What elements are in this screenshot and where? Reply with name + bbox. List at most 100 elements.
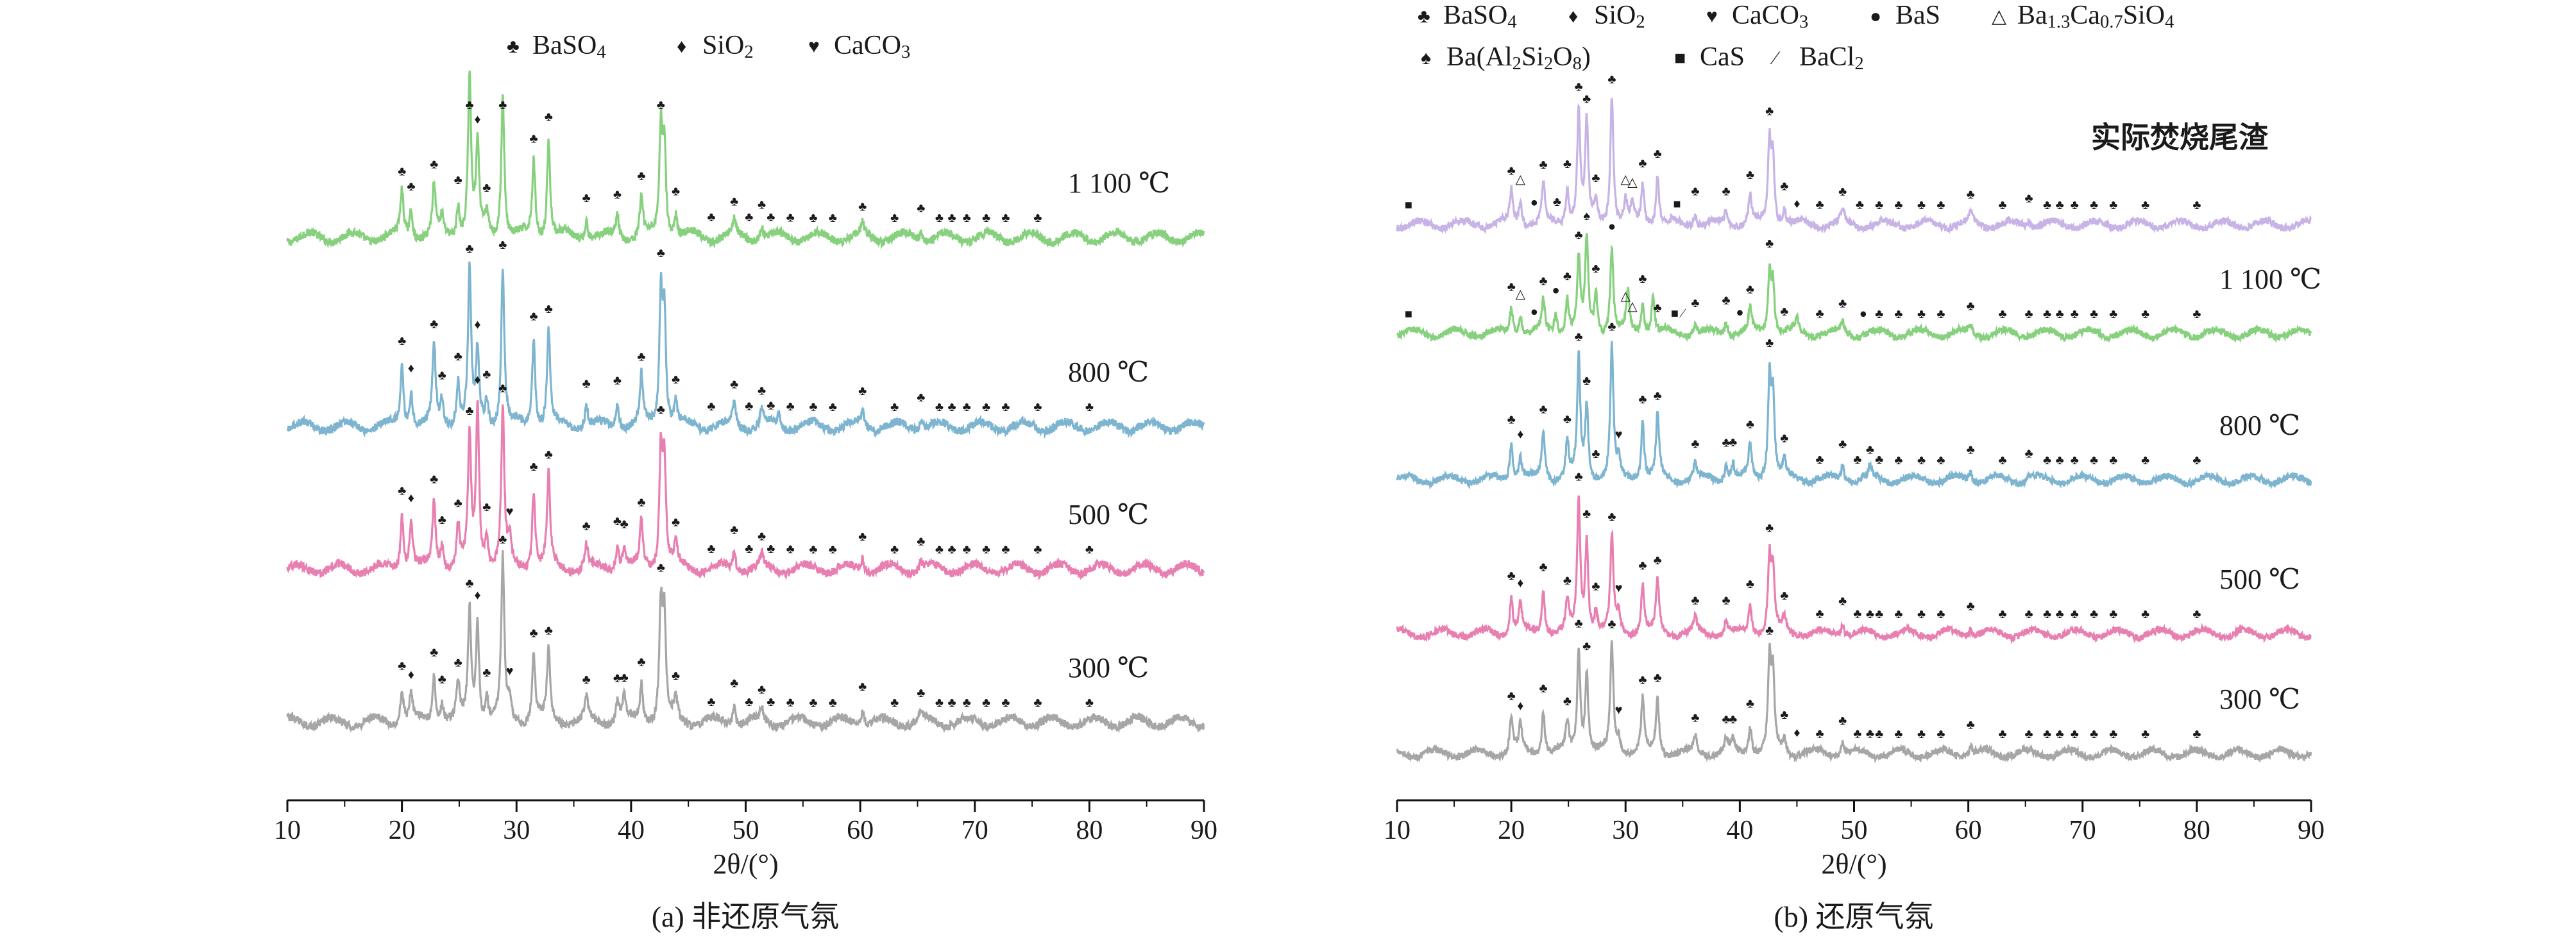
peak-marker-baso4: ♣ (1917, 198, 1926, 212)
peak-marker-baso4: ♣ (1967, 443, 1975, 457)
peak-marker-baso4: ♣ (1917, 453, 1926, 467)
peak-marker-baso4: ♣ (1539, 158, 1547, 172)
peak-marker-baso4: ♣ (767, 399, 775, 413)
peak-marker-baso4: ♣ (1866, 442, 1874, 457)
x-tick-label: 30 (503, 816, 530, 845)
peak-marker-baso4: ♣ (1507, 280, 1516, 294)
series-label: 800 ℃ (1068, 357, 1149, 388)
peak-marker-baso4: ♣ (786, 542, 795, 557)
legend-label-bas: BaS (1895, 1, 1940, 30)
peak-marker-baso4: ♣ (545, 623, 553, 637)
peak-marker-baso4: ♣ (1638, 392, 1647, 407)
peak-marker-baso4: ♣ (2109, 607, 2117, 621)
legend-symbol-baal2si2o8: ♠ (1421, 47, 1431, 69)
peak-marker-baso4: ♣ (809, 211, 817, 225)
peak-marker-bacl2: ⁄ (1679, 307, 1686, 321)
peak-marker-baso4: ♣ (1582, 92, 1591, 106)
series-label: 1 100 ℃ (1068, 167, 1170, 199)
peak-marker-baso4: ♣ (2192, 607, 2201, 621)
peak-marker-baso4: ♣ (672, 516, 680, 530)
peak-marker-baso4: ♣ (1539, 682, 1547, 696)
series-label: 实际焚烧尾渣 (2091, 121, 2269, 154)
peak-marker-baso4: ♣ (2192, 453, 2201, 467)
peak-marker-baso4: ♣ (1765, 237, 1774, 251)
peak-marker-baso4: ♣ (829, 696, 837, 710)
peak-marker-baso4: ♣ (1575, 80, 1583, 94)
peak-marker-sio2: ♦ (408, 362, 414, 376)
peak-marker-baso4: ♣ (786, 696, 795, 710)
peak-marker-baso4: ♣ (2056, 453, 2064, 467)
x-tick-label: 90 (2298, 816, 2325, 845)
legend-label-cas: CaS (1700, 42, 1745, 72)
peak-marker-baso4: ♣ (1575, 330, 1583, 344)
peak-marker-baso4: ♣ (454, 656, 462, 670)
peak-marker-baso4: ♣ (982, 696, 990, 710)
peak-marker-baso4: ♣ (1033, 696, 1042, 710)
legend-label-bacl2: BaCl2 (1799, 42, 1864, 74)
peak-marker-baso4: ♣ (620, 671, 629, 685)
peak-marker-baso4: ♣ (1999, 307, 2007, 321)
peak-marker-baso4: ♣ (2056, 307, 2064, 321)
peak-marker-baso4: ♣ (730, 377, 738, 391)
peak-marker-baso4: ♣ (1967, 299, 1975, 314)
peak-marker-baso4: ♣ (1894, 727, 1902, 741)
peak-marker-baso4: ♣ (1607, 617, 1616, 631)
peak-marker-baso4: ♣ (2024, 607, 2033, 621)
peak-marker-baso4: ♣ (758, 198, 766, 212)
peak-marker-baso4: ♣ (545, 110, 553, 124)
peak-marker-baso4: ♣ (1575, 617, 1583, 631)
peak-marker-baso4: ♣ (2071, 307, 2079, 321)
peak-marker-baso4: ♣ (465, 404, 473, 418)
peak-marker-baso4: ♣ (2192, 307, 2201, 321)
peak-marker-baso4: ♣ (2090, 198, 2098, 212)
peak-marker-baso4: ♣ (1539, 274, 1547, 289)
peak-marker-sio2: ♦ (1517, 699, 1523, 713)
peak-marker-baso4: ♣ (2141, 307, 2149, 321)
panel-a: ♣ BaSO4 ♦ SiO2 ♥ CaCO3 ♣ ♣ ♣ ♣ ♣ ♦ ♣ ♣ ♣ ♣ ♣ ♣ ♣ ♣ ♣ ♣ ♣ ♣ ♣ ♣ ♣ ♣ ♣… (274, 31, 1217, 933)
peak-marker-baso4: ♣ (1999, 607, 2007, 621)
peak-marker-baso4: ♣ (809, 542, 817, 557)
peak-marker-baso4: ♣ (1607, 510, 1616, 524)
peak-marker-baso4: ♣ (2192, 727, 2201, 741)
peak-marker-baso4: ♣ (1607, 319, 1616, 333)
peak-marker-baso4: ♣ (657, 246, 665, 260)
peak-marker-bas: ● (1736, 306, 1743, 320)
peak-marker-baso4: ♣ (1765, 521, 1774, 535)
series-label: 500 ℃ (2219, 564, 2300, 595)
peak-marker-baso4: ♣ (1563, 412, 1572, 426)
x-tick-label: 50 (1841, 816, 1868, 845)
peak-marker-baso4: ♣ (637, 495, 645, 509)
peak-marker-baso4: ♣ (1001, 211, 1010, 225)
peak-marker-baso4: ♣ (2043, 727, 2051, 741)
peak-marker-baso4: ♣ (1507, 689, 1516, 703)
legend-symbol-bas: ● (1870, 6, 1881, 27)
peak-marker-baso4: ♣ (1875, 453, 1883, 467)
peak-marker-baso4: ♣ (1582, 639, 1591, 653)
peak-marker-baso4: ♣ (1746, 282, 1754, 296)
peak-marker-baso4: ♣ (1001, 542, 1010, 557)
peak-marker-baso4: ♣ (657, 403, 665, 417)
peak-marker-baso4: ♣ (1894, 198, 1902, 212)
peak-marker-baso4: ♣ (917, 201, 925, 215)
peak-marker-baso4: ♣ (1591, 447, 1600, 461)
peak-marker-baso4: ♣ (1691, 185, 1699, 199)
peak-marker-sio2: ♦ (1793, 726, 1800, 740)
peak-marker-baso4: ♣ (620, 517, 629, 531)
peak-marker-baso4: ♣ (1591, 580, 1600, 594)
peak-marker-baso4: ♣ (1838, 437, 1847, 451)
peak-marker-baso4: ♣ (1507, 412, 1516, 426)
peak-marker-baso4: ♣ (1746, 417, 1754, 432)
peak-marker-baso4: ♣ (963, 696, 971, 710)
peak-marker-baso4: ♣ (454, 349, 462, 364)
x-axis-label: 2θ/(°) (1821, 848, 1886, 880)
peak-marker-baso4: ♣ (982, 400, 990, 414)
peak-marker-baso4: ♣ (1085, 400, 1094, 414)
peak-marker-baso4: ♣ (1575, 228, 1583, 242)
peak-marker-baso4: ♣ (730, 677, 738, 691)
peak-marker-baso4: ♣ (1853, 607, 1861, 621)
peak-marker-baso4: ♣ (1838, 594, 1847, 608)
x-tick-label: 60 (1955, 816, 1982, 845)
peak-marker-baso4: ♣ (1563, 269, 1572, 283)
peak-marker-baso4: ♣ (1765, 336, 1774, 350)
